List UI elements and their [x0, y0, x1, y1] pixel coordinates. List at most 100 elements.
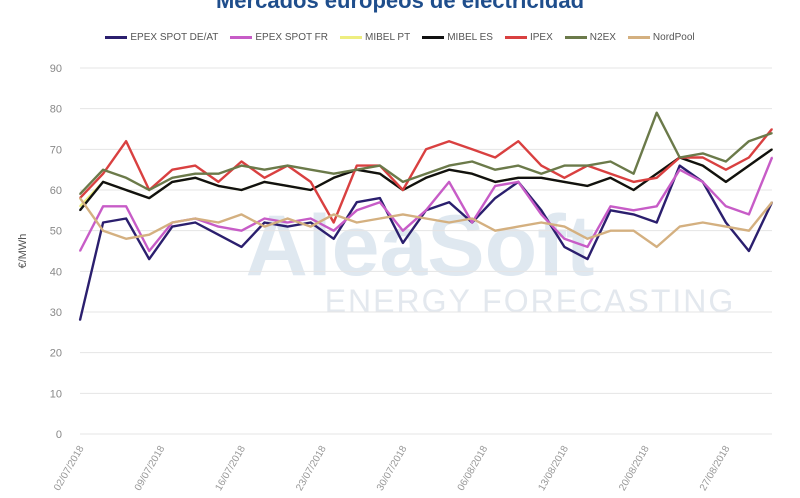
- data-point: [102, 205, 104, 208]
- data-point: [79, 205, 81, 208]
- legend-item: IPEX: [504, 32, 553, 43]
- data-point: [678, 168, 681, 171]
- data-point: [356, 201, 358, 203]
- legend-item: EPEX SPOT FR: [230, 32, 328, 43]
- data-point: [263, 217, 266, 220]
- data-point: [263, 177, 266, 179]
- data-point: [171, 221, 174, 224]
- data-point: [402, 229, 404, 232]
- y-tick-label: 70: [50, 144, 62, 156]
- legend-item: N2EX: [564, 32, 616, 43]
- legend-item: NordPool: [627, 32, 695, 43]
- data-point: [286, 225, 289, 228]
- data-point: [702, 221, 704, 224]
- data-point: [678, 156, 681, 159]
- data-point: [725, 181, 727, 183]
- data-point: [448, 168, 450, 171]
- data-point: [586, 246, 589, 248]
- data-point: [609, 172, 612, 175]
- data-point: [771, 128, 773, 130]
- data-point: [332, 213, 335, 216]
- data-point: [379, 197, 381, 199]
- data-point: [102, 181, 104, 183]
- data-point: [609, 229, 612, 232]
- y-tick-label: 60: [50, 185, 62, 197]
- chart-title: Mercados europeos de electricidad: [215, 0, 585, 13]
- data-point: [263, 168, 266, 171]
- data-point: [655, 221, 658, 224]
- data-point: [356, 221, 358, 224]
- data-point: [425, 172, 427, 175]
- data-point: [402, 242, 404, 244]
- data-point: [609, 205, 612, 208]
- data-point: [263, 181, 266, 183]
- data-point: [217, 221, 220, 224]
- data-point: [148, 250, 150, 252]
- data-point: [586, 258, 589, 260]
- data-point: [102, 172, 104, 175]
- data-point: [263, 221, 266, 224]
- data-point: [702, 181, 704, 183]
- data-point: [125, 177, 127, 179]
- data-point: [632, 181, 635, 183]
- data-point: [748, 213, 750, 216]
- data-point: [309, 225, 312, 228]
- data-point: [471, 221, 473, 224]
- data-point: [725, 168, 727, 171]
- data-point: [725, 221, 727, 224]
- data-point: [402, 213, 404, 216]
- data-point: [540, 177, 543, 179]
- data-point: [563, 238, 566, 240]
- data-point: [332, 229, 335, 232]
- data-point: [425, 177, 427, 179]
- data-point: [771, 201, 773, 203]
- data-point: [148, 189, 150, 191]
- data-point: [702, 164, 704, 167]
- data-point: [540, 209, 543, 212]
- data-point: [586, 164, 589, 167]
- data-point: [655, 246, 658, 248]
- data-point: [655, 205, 658, 208]
- data-point: [678, 225, 681, 228]
- data-point: [771, 132, 773, 134]
- data-point: [448, 140, 450, 142]
- data-point: [217, 185, 220, 187]
- data-point: [494, 185, 497, 187]
- data-point: [402, 189, 404, 191]
- data-point: [471, 217, 473, 220]
- data-point: [494, 168, 497, 171]
- data-point: [517, 164, 520, 167]
- data-point: [609, 209, 612, 212]
- data-point: [148, 258, 150, 260]
- x-tick-label: 30/07/2018: [375, 444, 410, 493]
- legend-item: MIBEL PT: [340, 32, 410, 43]
- data-point: [448, 164, 450, 167]
- data-point: [309, 181, 312, 183]
- data-point: [309, 168, 312, 171]
- data-point: [448, 181, 450, 183]
- data-point: [379, 172, 381, 175]
- data-point: [517, 225, 520, 228]
- data-point: [102, 229, 104, 232]
- legend-swatch: [422, 36, 445, 39]
- x-tick-label: 13/08/2018: [536, 444, 571, 493]
- data-point: [332, 177, 335, 179]
- data-point: [356, 168, 358, 171]
- data-point: [379, 217, 381, 220]
- data-point: [655, 177, 658, 179]
- data-point: [286, 185, 289, 187]
- x-tick-label: 02/07/2018: [52, 444, 87, 493]
- data-point: [240, 229, 243, 232]
- data-point: [540, 221, 543, 224]
- data-point: [563, 181, 566, 183]
- data-point: [563, 177, 566, 179]
- data-point: [217, 172, 220, 175]
- data-point: [148, 233, 150, 236]
- data-point: [563, 164, 566, 167]
- data-point: [286, 164, 289, 167]
- data-point: [725, 205, 727, 208]
- data-point: [494, 181, 497, 183]
- data-point: [471, 148, 473, 151]
- data-point: [448, 221, 450, 224]
- data-point: [425, 148, 427, 151]
